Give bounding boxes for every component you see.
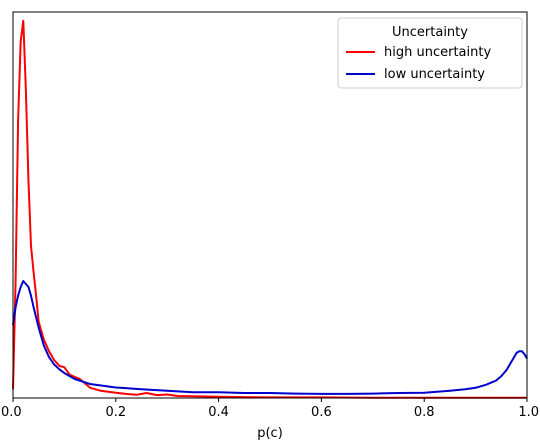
x-tick-label: 0.0 (1, 405, 22, 420)
legend-entry-low-uncertainty: low uncertainty (384, 67, 485, 82)
series-line-low-uncertainty (12, 280, 528, 395)
x-axis-ticks: 0.0 0.2 0.4 0.6 0.8 1.0 (1, 398, 539, 420)
legend-entry-high-uncertainty: high uncertainty (384, 45, 491, 60)
legend: Uncertainty high uncertainty low uncerta… (337, 17, 523, 89)
legend-title: Uncertainty (392, 25, 468, 40)
series-lines (12, 19, 528, 399)
x-tick-label: 0.6 (311, 405, 332, 420)
plot-frame (12, 11, 528, 399)
x-tick-label: 1.0 (518, 405, 539, 420)
x-axis-label: p(c) (257, 426, 283, 441)
legend-box (337, 17, 523, 89)
x-tick-label: 0.4 (208, 405, 229, 420)
x-tick-label: 0.2 (105, 405, 126, 420)
x-tick-label: 0.8 (414, 405, 435, 420)
